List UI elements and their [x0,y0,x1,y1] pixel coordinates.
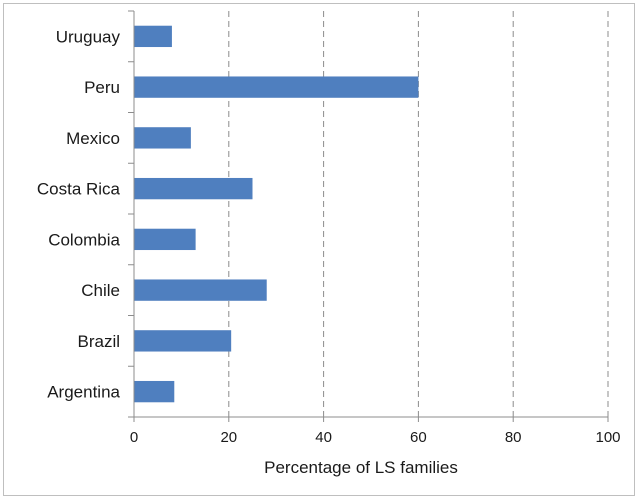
bar-chart: Uruguay Peru Mexico Costa Rica Colombia Chile… [37,10,621,477]
chart-frame: Uruguay Peru Mexico Costa Rica Colombia Chile… [3,3,635,496]
bar-argentina [134,380,175,403]
category-label: Argentina [47,383,120,402]
category-label: Mexico [66,129,120,148]
bars [134,25,419,403]
x-tick-label: 60 [410,429,427,446]
x-tick-label: 80 [505,429,522,446]
category-label: Uruguay [56,27,121,46]
bar-mexico [134,127,191,149]
bar-colombia [134,228,196,251]
bar-chile [134,279,267,301]
bar-uruguay [134,25,172,48]
bar-peru [134,76,419,98]
category-label: Brazil [77,332,120,351]
category-label: Colombia [48,230,120,249]
axes [128,10,609,422]
x-axis-title: Percentage of LS families [264,458,458,477]
x-tick-label: 0 [130,429,138,446]
labels: Uruguay Peru Mexico Costa Rica Colombia Chile… [37,27,621,446]
category-label: Peru [84,78,120,97]
x-tick-label: 40 [315,429,332,446]
bar-brazil [134,330,232,352]
bar-costa-rica [134,177,253,200]
category-label: Costa Rica [37,180,121,199]
x-tick-label: 20 [220,429,237,446]
category-label: Chile [81,281,120,300]
gridlines [228,11,609,417]
x-tick-label: 100 [595,429,620,446]
